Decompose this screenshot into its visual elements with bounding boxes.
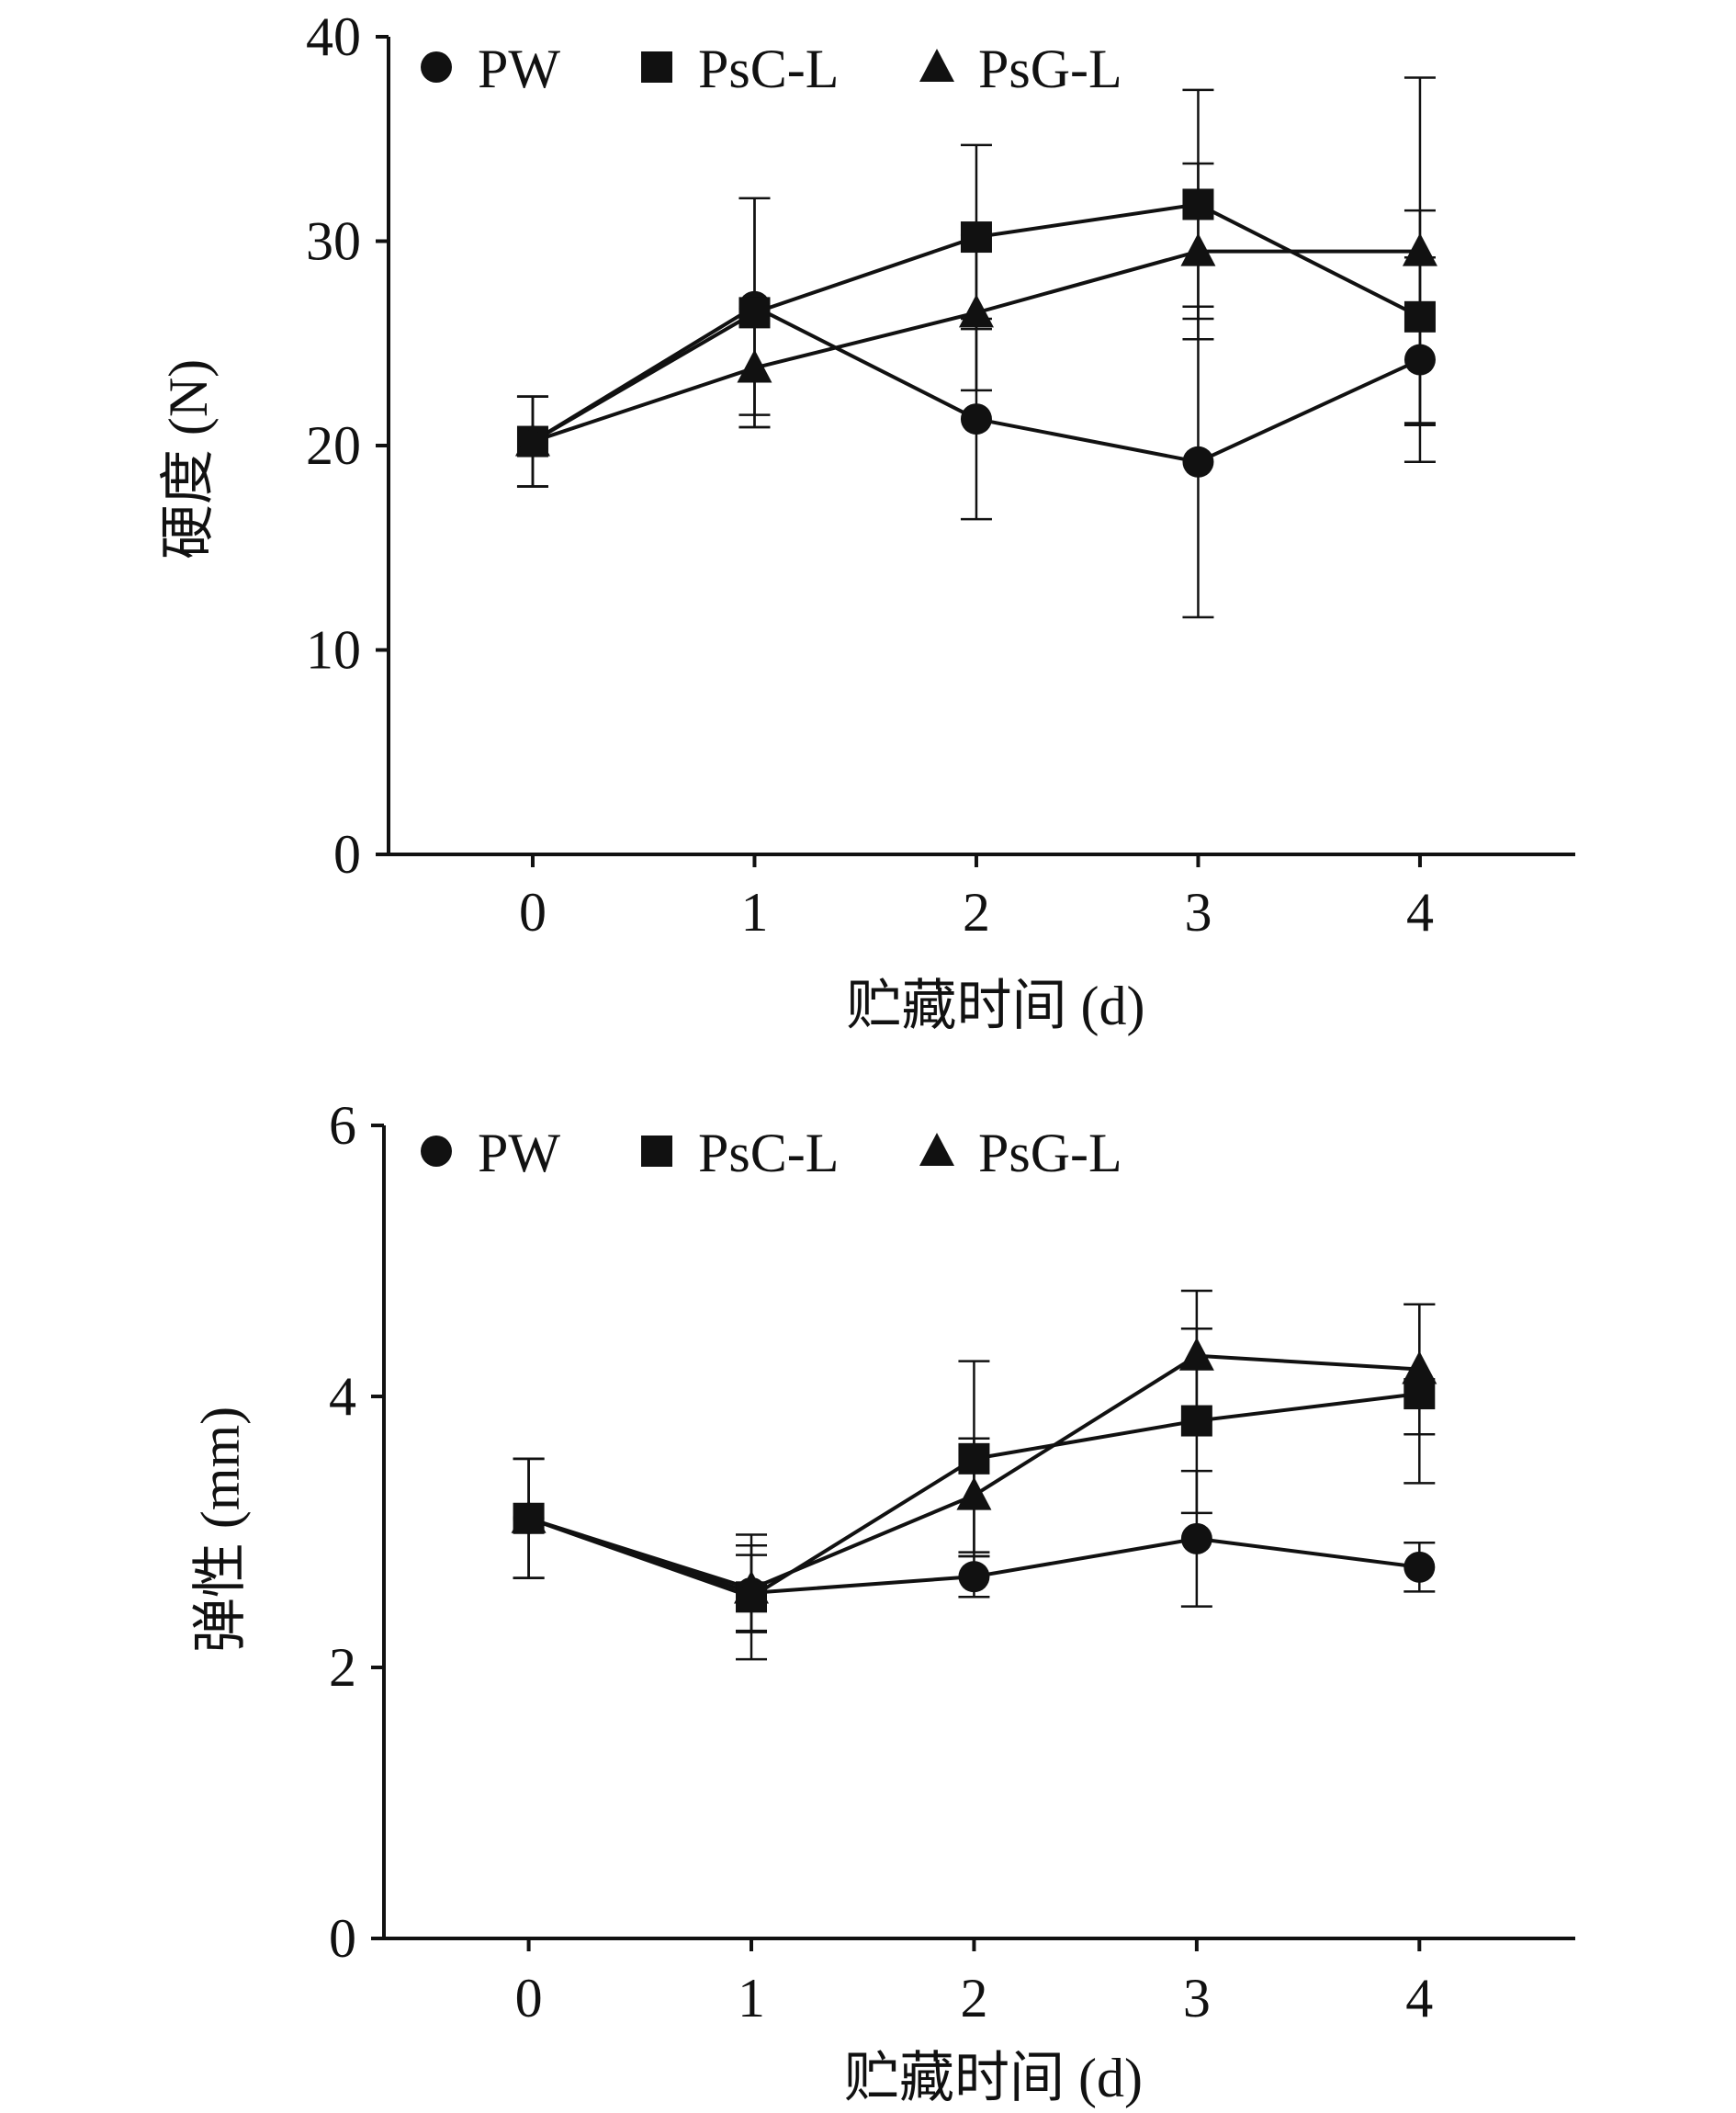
x-axis-label: 贮藏时间 (d) xyxy=(847,976,1145,1036)
data-point-pw xyxy=(1182,446,1214,478)
y-tick-label: 20 xyxy=(306,415,361,476)
x-tick-label: 4 xyxy=(1406,882,1434,943)
data-point-psc-l xyxy=(958,1442,990,1475)
y-axis-label: 硬度 (N) xyxy=(158,359,219,559)
x-tick-label: 0 xyxy=(519,882,547,943)
hardness-chart: 0 10 20 30 40 0 1 2 3 4 贮藏时间 (d) 硬度 (N) PW PsC-L PsG-L xyxy=(158,6,1575,1036)
legend-marker-pw xyxy=(421,1136,452,1167)
legend-marker-psc-l xyxy=(641,1136,672,1167)
data-point-psg-l xyxy=(1180,232,1216,266)
x-tick-label: 2 xyxy=(960,1968,987,2028)
y-tick-label: 40 xyxy=(306,6,361,67)
y-tick-label: 0 xyxy=(329,1908,356,1969)
y-tick-label: 2 xyxy=(329,1637,356,1698)
x-tick-label: 1 xyxy=(738,1968,765,2028)
x-tick-label: 3 xyxy=(1183,1968,1211,2028)
data-point-psc-l xyxy=(1403,300,1436,333)
data-point-psg-l xyxy=(1402,1350,1437,1384)
y-tick-label: 10 xyxy=(306,620,361,681)
data-point-psc-l xyxy=(1182,188,1214,220)
y-axis-label: 弹性 (mm) xyxy=(190,1407,251,1653)
data-point-psg-l xyxy=(737,349,772,383)
x-tick-label: 2 xyxy=(963,882,990,943)
data-point-psg-l xyxy=(734,1570,770,1604)
data-point-psg-l xyxy=(1178,1337,1214,1371)
legend-label-pw: PW xyxy=(478,39,560,99)
legend-marker-psc-l xyxy=(641,51,672,83)
data-point-psc-l xyxy=(1180,1405,1212,1437)
legend-marker-psg-l xyxy=(919,49,954,82)
x-tick-label: 3 xyxy=(1184,882,1212,943)
data-point-psg-l xyxy=(958,294,994,328)
data-point-psg-l xyxy=(514,423,550,457)
legend-label-psg-l: PsG-L xyxy=(978,39,1122,99)
springiness-chart: 0 2 4 6 0 1 2 3 4 贮藏时间 (d) 弹性 (mm) PW PsC-L PsG-L xyxy=(190,1095,1575,2108)
y-tick-label: 30 xyxy=(306,211,361,272)
legend-label-psc-l: PsC-L xyxy=(698,39,839,99)
data-point-psg-l xyxy=(956,1476,992,1510)
data-point-psc-l xyxy=(738,297,771,329)
legend-marker-psg-l xyxy=(919,1133,954,1166)
legend-label-psg-l: PsG-L xyxy=(978,1123,1122,1183)
legend-label-pw: PW xyxy=(478,1123,560,1183)
y-tick-label: 4 xyxy=(329,1366,356,1427)
data-point-psg-l xyxy=(511,1499,547,1533)
data-point-pw xyxy=(1403,1551,1436,1583)
x-axis-label: 贮藏时间 (d) xyxy=(844,2048,1143,2108)
data-point-pw xyxy=(958,1561,990,1593)
y-tick-label: 6 xyxy=(329,1095,356,1156)
data-point-psg-l xyxy=(1402,232,1437,266)
legend-marker-pw xyxy=(421,51,452,83)
legend-label-psc-l: PsC-L xyxy=(698,1123,839,1183)
x-tick-label: 0 xyxy=(515,1968,543,2028)
data-point-psc-l xyxy=(960,221,992,254)
data-point-pw xyxy=(1180,1522,1212,1554)
data-point-pw xyxy=(960,403,992,435)
x-tick-label: 4 xyxy=(1405,1968,1433,2028)
data-point-pw xyxy=(1403,344,1436,376)
y-tick-label: 0 xyxy=(333,824,361,885)
x-tick-label: 1 xyxy=(740,882,768,943)
